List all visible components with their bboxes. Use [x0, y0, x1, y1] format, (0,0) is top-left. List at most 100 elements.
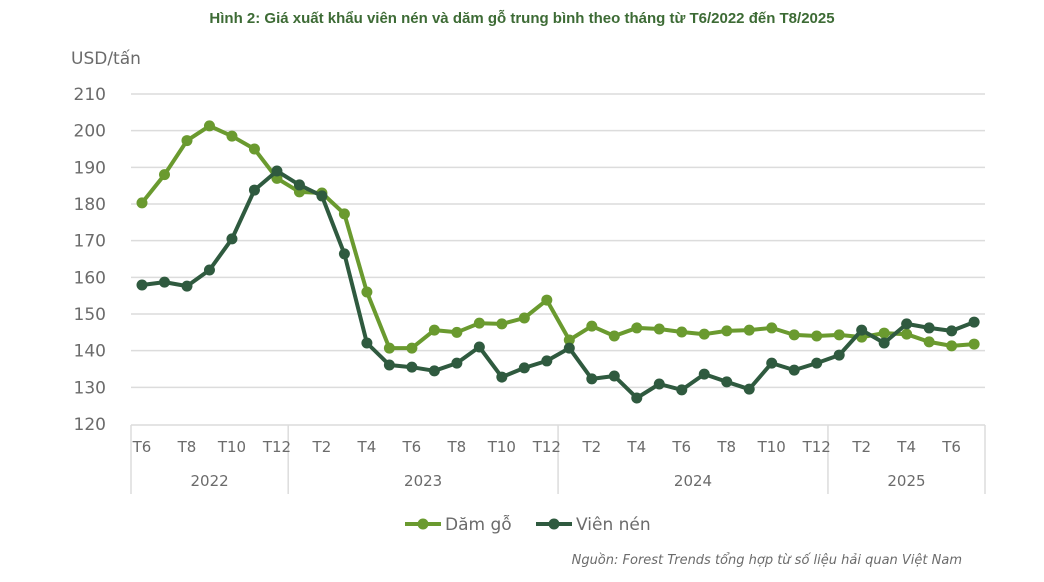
data-point[interactable] [653, 323, 665, 335]
data-point[interactable] [788, 364, 800, 376]
x-axis: 2022 2023 2024 2025 T6 T8 T10 T12 T2 T4 T6 T8 T10 T12… [130, 424, 986, 494]
data-point[interactable] [878, 327, 890, 339]
data-point[interactable] [721, 325, 733, 337]
data-point[interactable] [361, 337, 373, 349]
data-point[interactable] [518, 312, 530, 324]
legend-item-dam-go[interactable]: Dăm gỗ [405, 514, 512, 535]
data-point[interactable] [293, 179, 305, 191]
data-point[interactable] [338, 248, 350, 260]
legend-item-vien-nen[interactable]: Viên nén [536, 515, 651, 535]
data-point[interactable] [586, 320, 598, 332]
data-point[interactable] [406, 361, 418, 373]
y-tick-label: 170 [74, 232, 106, 252]
data-point[interactable] [968, 316, 980, 328]
data-point[interactable] [631, 392, 643, 404]
data-point[interactable] [766, 322, 778, 334]
data-point[interactable] [923, 336, 935, 348]
data-point[interactable] [811, 357, 823, 369]
data-point[interactable] [338, 208, 350, 220]
x-tick-label: T10 [757, 438, 786, 456]
y-tick-label: 130 [74, 378, 106, 398]
data-point[interactable] [541, 355, 553, 367]
data-point[interactable] [878, 337, 890, 349]
data-point[interactable] [923, 322, 935, 334]
data-point[interactable] [743, 383, 755, 395]
x-tick-label: T4 [896, 438, 916, 456]
data-point[interactable] [473, 317, 485, 329]
data-point[interactable] [968, 338, 980, 350]
y-tick-label: 180 [74, 195, 106, 215]
data-point[interactable] [586, 373, 598, 385]
data-point[interactable] [743, 324, 755, 336]
data-point[interactable] [653, 378, 665, 390]
x-tick-label: T6 [402, 438, 422, 456]
data-point[interactable] [833, 349, 845, 361]
data-point[interactable] [788, 329, 800, 341]
data-point[interactable] [901, 328, 913, 340]
data-point[interactable] [518, 362, 530, 374]
data-point[interactable] [203, 120, 215, 132]
x-tick-label: T4 [626, 438, 646, 456]
chart-title: Hình 2: Giá xuất khẩu viên nén và dăm gỗ… [209, 10, 835, 27]
data-point[interactable] [428, 324, 440, 336]
data-point[interactable] [136, 197, 148, 209]
data-point[interactable] [496, 318, 508, 330]
data-point[interactable] [946, 340, 958, 352]
data-point[interactable] [271, 165, 283, 177]
data-point[interactable] [473, 341, 485, 353]
y-tick-label: 190 [74, 158, 106, 178]
data-point[interactable] [721, 376, 733, 388]
data-point[interactable] [698, 328, 710, 340]
y-axis-label: USD/tấn [71, 48, 141, 69]
y-tick-label: 200 [74, 122, 106, 142]
data-point[interactable] [496, 371, 508, 383]
data-point[interactable] [901, 318, 913, 330]
data-point[interactable] [676, 326, 688, 338]
data-point[interactable] [946, 325, 958, 337]
data-point[interactable] [383, 342, 395, 354]
data-point[interactable] [811, 330, 823, 342]
x-tick-label: T10 [487, 438, 516, 456]
data-point[interactable] [428, 365, 440, 377]
data-point[interactable] [833, 329, 845, 341]
series-dam-go [136, 120, 980, 354]
x-tick-label: T12 [262, 438, 291, 456]
data-point[interactable] [361, 286, 373, 298]
y-tick-label: 160 [74, 268, 106, 288]
data-point[interactable] [451, 357, 463, 369]
data-point[interactable] [226, 233, 238, 245]
data-point[interactable] [608, 370, 620, 382]
data-point[interactable] [676, 384, 688, 396]
data-point[interactable] [563, 342, 575, 354]
series-line [141, 169, 975, 400]
data-point[interactable] [226, 130, 238, 142]
data-point[interactable] [698, 368, 710, 380]
data-point[interactable] [563, 334, 575, 346]
data-point[interactable] [248, 143, 260, 155]
data-point[interactable] [136, 279, 148, 291]
data-point[interactable] [158, 276, 170, 288]
data-point[interactable] [608, 330, 620, 342]
data-point[interactable] [316, 190, 328, 202]
data-point[interactable] [766, 357, 778, 369]
series-line [140, 123, 975, 351]
x-tick-label: T8 [177, 438, 197, 456]
data-point[interactable] [203, 264, 215, 276]
x-tick-label: T8 [447, 438, 467, 456]
data-point[interactable] [181, 135, 193, 147]
x-tick-label: T4 [357, 438, 377, 456]
data-point[interactable] [406, 342, 418, 354]
x-tick-label: T8 [716, 438, 736, 456]
data-point[interactable] [631, 322, 643, 334]
x-tick-label: T12 [802, 438, 831, 456]
x-tick-label: T12 [532, 438, 561, 456]
data-point[interactable] [181, 280, 193, 292]
data-point[interactable] [451, 326, 463, 338]
data-point[interactable] [541, 294, 553, 306]
x-tick-label: T6 [132, 438, 152, 456]
data-point[interactable] [383, 359, 395, 371]
data-point[interactable] [248, 184, 260, 196]
data-point[interactable] [158, 169, 170, 181]
data-point[interactable] [856, 324, 868, 336]
